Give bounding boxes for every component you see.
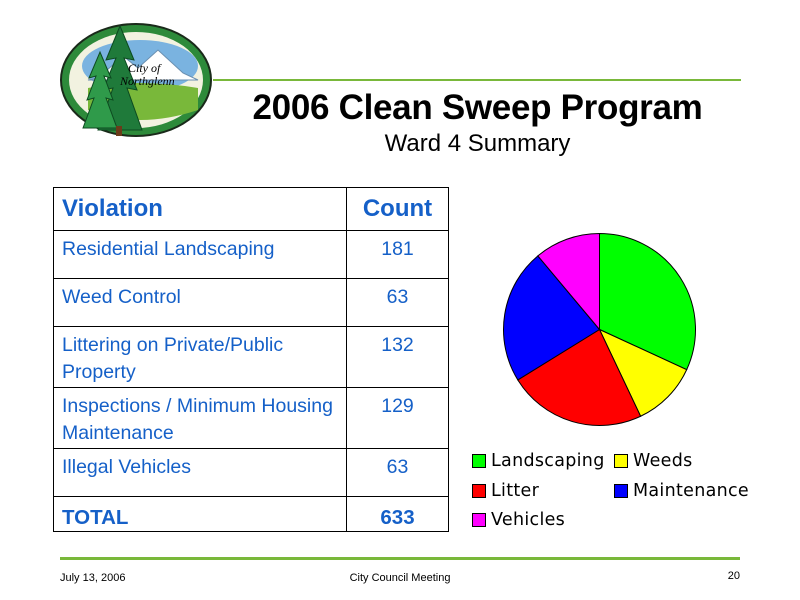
header-violation: Violation <box>53 187 347 231</box>
count-cell: 63 <box>346 448 449 497</box>
pie-legend: Landscaping Weeds Litter Maintenance Vehicle… <box>472 451 772 535</box>
total-count: 633 <box>346 496 449 532</box>
legend-label: Weeds <box>633 451 693 471</box>
logo-text: City of Northglenn <box>120 61 218 88</box>
legend-label: Vehicles <box>491 510 566 530</box>
total-label: TOTAL <box>53 496 347 532</box>
pie-slice-maintenance <box>503 255 601 381</box>
count-cell: 63 <box>346 278 449 327</box>
legend-item-litter: Litter <box>472 481 539 501</box>
violation-cell: Inspections / Minimum Housing Maintenanc… <box>53 387 347 449</box>
legend-label: Maintenance <box>633 481 749 501</box>
footer-rule <box>60 557 740 560</box>
table-row: Inspections / Minimum Housing Maintenanc… <box>53 387 449 449</box>
footer-date: July 13, 2006 <box>60 572 126 584</box>
page-subtitle: Ward 4 Summary <box>384 130 571 157</box>
northglenn-logo <box>60 23 212 137</box>
violation-cell: Residential Landscaping <box>53 230 347 279</box>
page-number: 20 <box>727 570 740 582</box>
legend-label: Landscaping <box>491 451 605 471</box>
legend-swatch <box>472 513 486 527</box>
count-cell: 132 <box>346 326 449 388</box>
legend-swatch <box>472 454 486 468</box>
violation-cell: Littering on Private/Public Property <box>53 326 347 388</box>
pie-slice-litter <box>517 328 642 426</box>
pie-slice-vehicles <box>537 232 600 331</box>
table-header-row: Violation Count <box>53 187 449 231</box>
legend-swatch <box>472 484 486 498</box>
pie-slice-weeds <box>598 328 688 417</box>
pie-slice-landscaping <box>599 232 696 371</box>
table-total-row: TOTAL 633 <box>53 496 449 532</box>
count-cell: 129 <box>346 387 449 449</box>
header-count: Count <box>346 187 449 231</box>
page-title: 2006 Clean Sweep Program <box>252 88 703 127</box>
legend-item-landscaping: Landscaping <box>472 451 605 471</box>
legend-item-weeds: Weeds <box>614 451 693 471</box>
violation-cell: Weed Control <box>53 278 347 327</box>
violation-cell: Illegal Vehicles <box>53 448 347 497</box>
violations-table: Violation Count Residential Landscaping … <box>53 187 449 532</box>
count-cell: 181 <box>346 230 449 279</box>
legend-label: Litter <box>491 481 540 501</box>
footer-meeting: City Council Meeting <box>349 572 451 584</box>
logo-text-line2: Northglenn <box>120 74 175 88</box>
table-row: Residential Landscaping 181 <box>53 230 449 279</box>
table-row: Littering on Private/Public Property 132 <box>53 326 449 388</box>
legend-item-maintenance: Maintenance <box>614 481 749 501</box>
violations-pie-chart <box>503 232 696 426</box>
table-row: Illegal Vehicles 63 <box>53 448 449 497</box>
table-row: Weed Control 63 <box>53 278 449 327</box>
legend-swatch <box>614 484 628 498</box>
header-rule <box>213 79 741 81</box>
legend-item-vehicles: Vehicles <box>472 510 565 530</box>
logo-text-line1: City of <box>128 61 161 75</box>
legend-swatch <box>614 454 628 468</box>
